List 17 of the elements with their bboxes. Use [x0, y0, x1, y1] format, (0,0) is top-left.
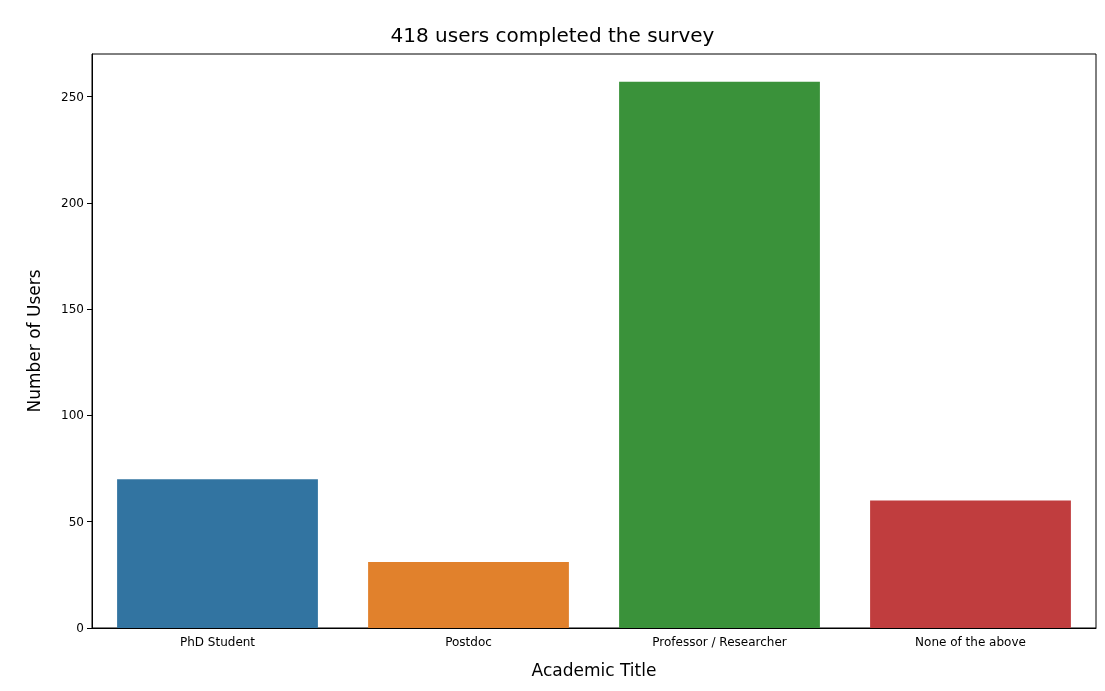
x-tick-label: None of the above	[915, 635, 1026, 649]
x-axis-title: Academic Title	[531, 659, 657, 680]
y-tick-label: 250	[61, 89, 84, 104]
x-tick-label: Postdoc	[445, 635, 492, 649]
y-tick-label: 50	[68, 514, 84, 529]
bar	[368, 562, 569, 628]
x-tick-label: Professor / Researcher	[652, 635, 787, 649]
bar	[117, 479, 318, 628]
y-tick-label: 150	[61, 302, 84, 317]
y-tick-label: 200	[61, 195, 84, 210]
bar	[870, 500, 1071, 628]
bar	[619, 81, 820, 628]
y-tick-label: 0	[76, 621, 84, 635]
y-axis-title: Number of Users	[23, 269, 44, 413]
chart-title: 418 users completed the survey	[390, 23, 715, 47]
x-tick-label: PhD Student	[179, 635, 256, 649]
y-tick-label: 100	[61, 408, 84, 423]
